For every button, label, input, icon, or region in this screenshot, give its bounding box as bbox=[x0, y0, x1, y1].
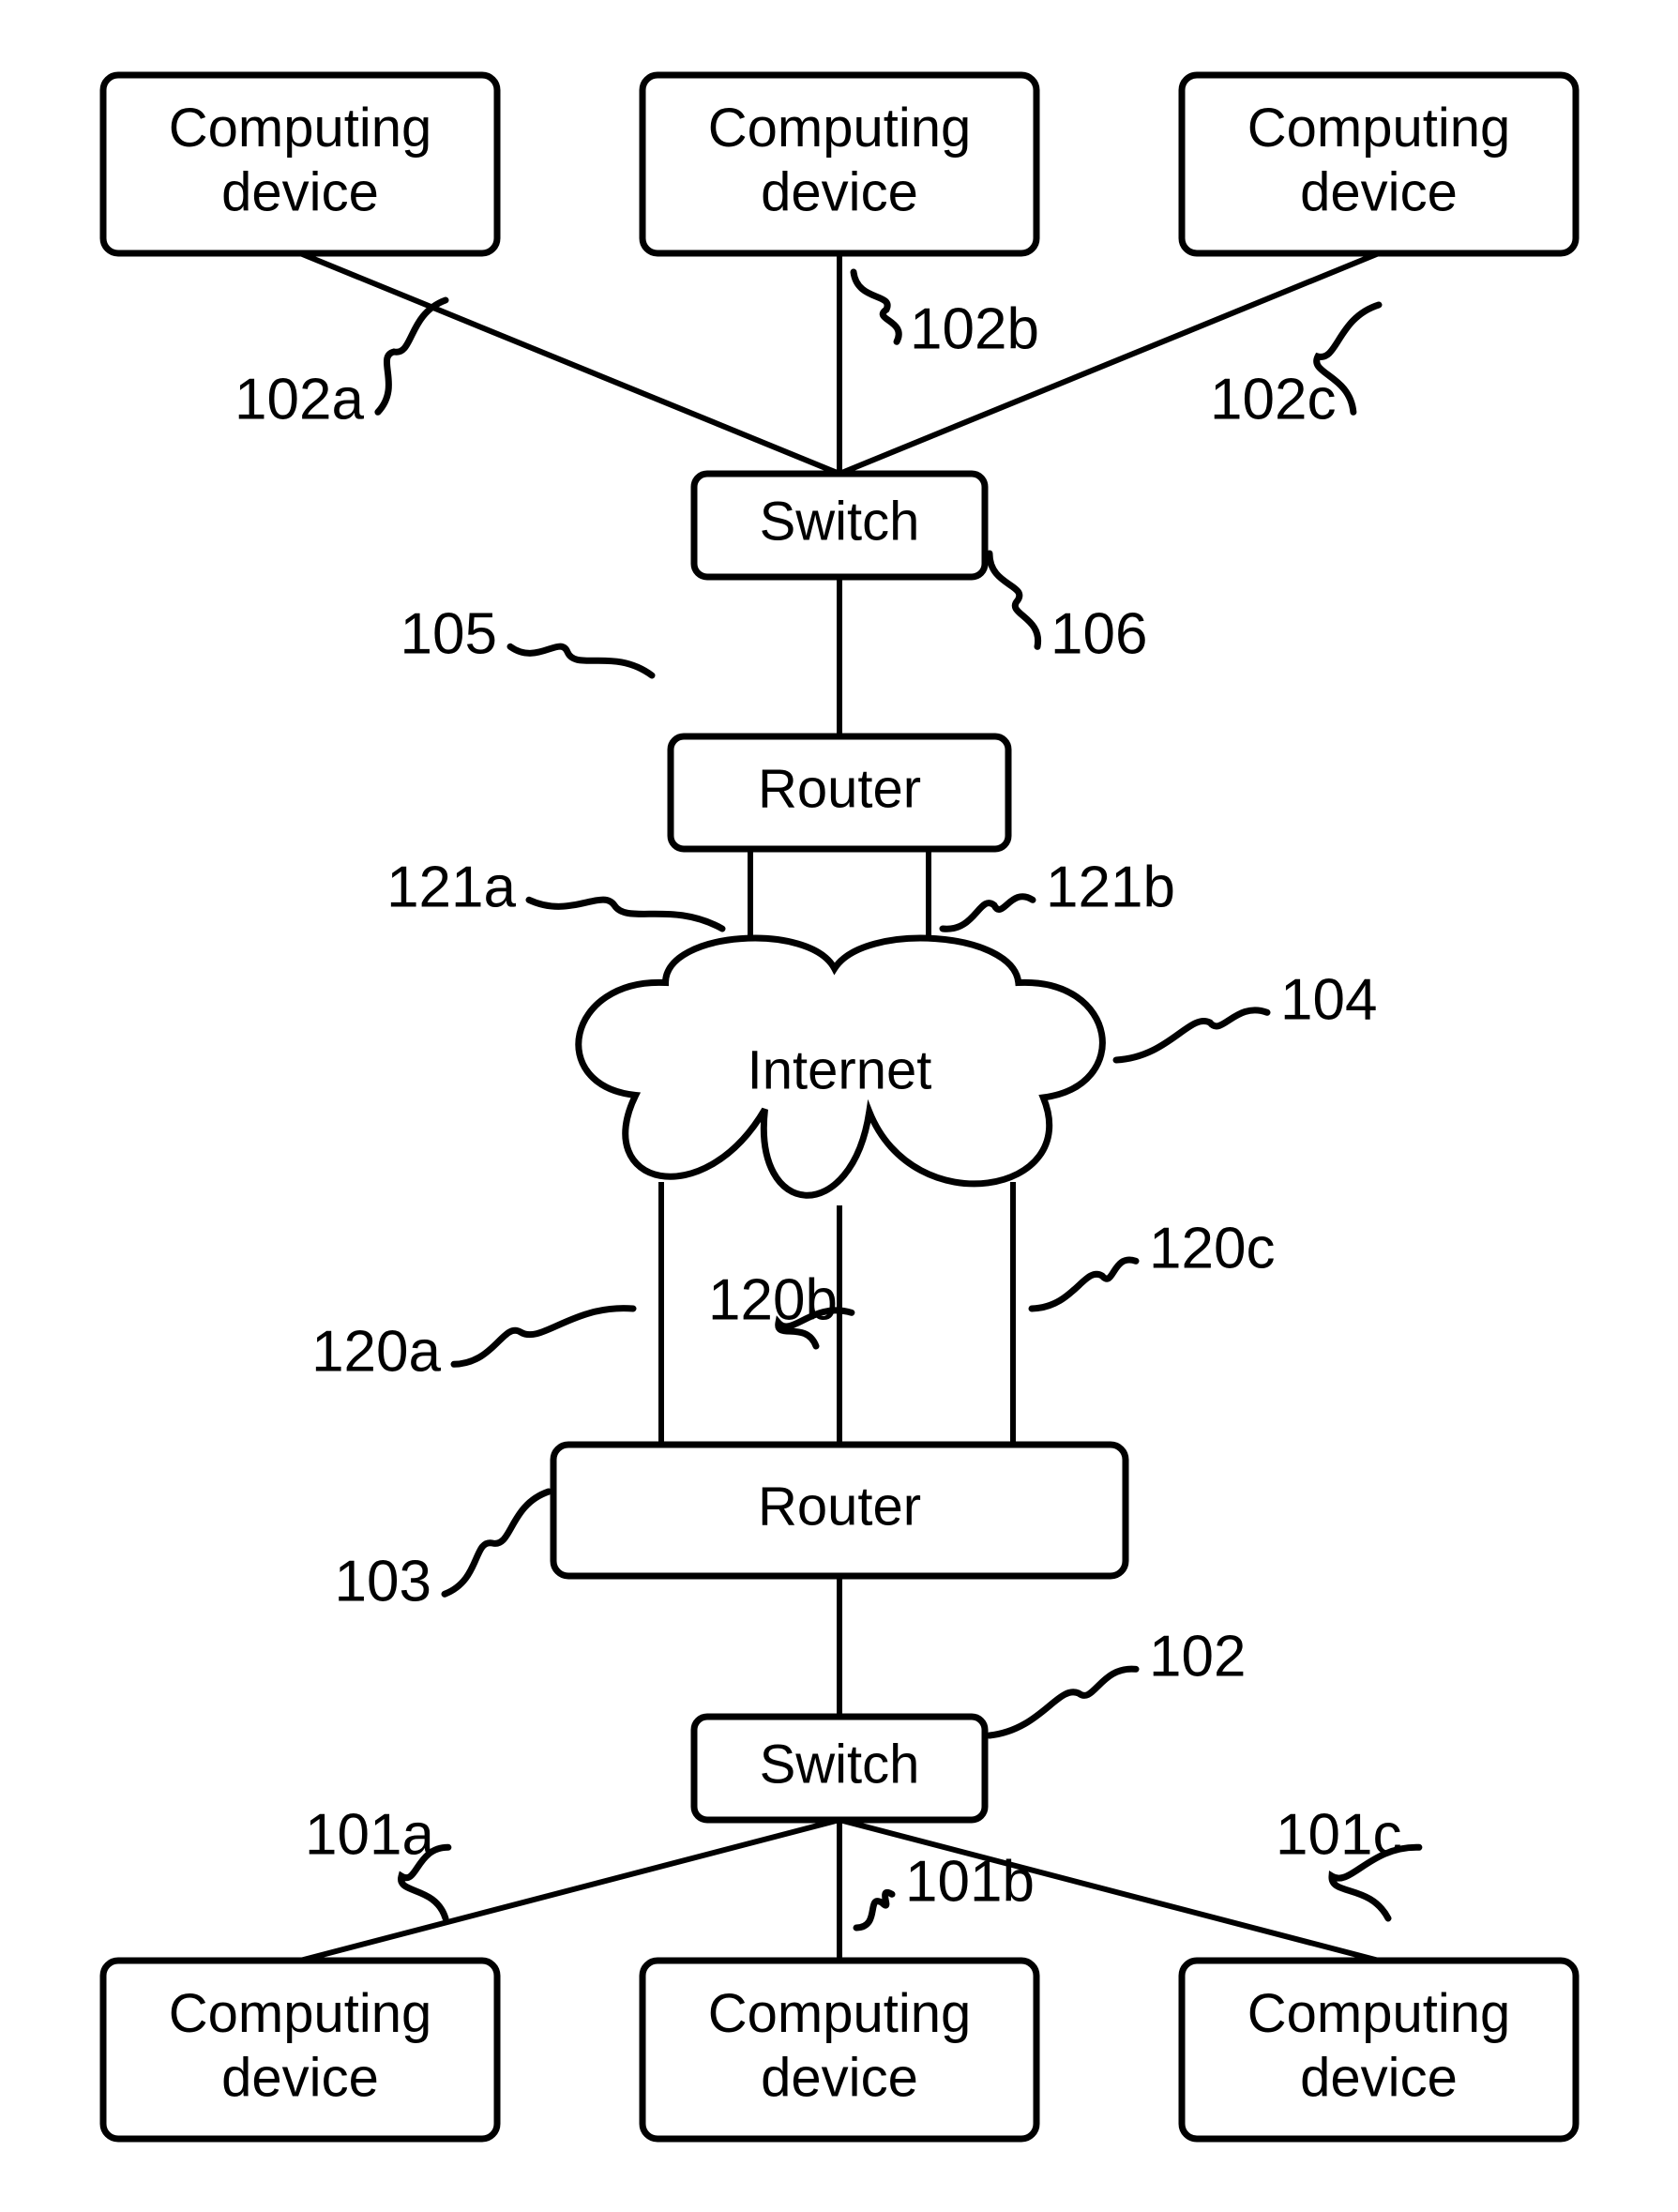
ref-label: 105 bbox=[401, 601, 497, 666]
leader-line bbox=[510, 646, 652, 675]
leader-line bbox=[529, 900, 722, 929]
network-diagram: ComputingdeviceComputingdeviceComputingd… bbox=[0, 0, 1678, 2212]
node-label: Computing bbox=[1247, 1983, 1510, 2044]
ref-label: 120c bbox=[1149, 1216, 1275, 1280]
node-internet: Internet bbox=[579, 938, 1103, 1195]
node-cd_top_c: Computingdevice bbox=[1182, 75, 1576, 253]
ref-label: 102a bbox=[234, 367, 364, 432]
leader-line bbox=[854, 272, 899, 341]
node-router_bot: Router bbox=[553, 1445, 1126, 1576]
edge bbox=[839, 253, 1379, 474]
leader-line bbox=[378, 300, 446, 412]
node-label: device bbox=[1300, 2048, 1458, 2109]
node-router_top: Router bbox=[671, 736, 1008, 849]
ref-label: 120a bbox=[311, 1319, 441, 1384]
node-label: Computing bbox=[169, 98, 431, 159]
leader-line bbox=[990, 1669, 1136, 1735]
ref-label: 120b bbox=[708, 1267, 838, 1332]
node-label: Router bbox=[758, 1476, 921, 1537]
node-label: Switch bbox=[760, 1734, 920, 1795]
ref-label: 102c bbox=[1210, 367, 1336, 432]
node-label: device bbox=[221, 2048, 379, 2109]
node-label: device bbox=[761, 162, 918, 223]
node-cd_bot_c: Computingdevice bbox=[1182, 1961, 1576, 2139]
node-cd_top_b: Computingdevice bbox=[642, 75, 1036, 253]
leader-line bbox=[943, 897, 1033, 930]
node-label: Computing bbox=[708, 1983, 971, 2044]
ref-label: 103 bbox=[335, 1549, 431, 1614]
leader-line bbox=[454, 1309, 633, 1365]
node-label: device bbox=[1300, 162, 1458, 223]
node-label: Computing bbox=[708, 98, 971, 159]
ref-label: 121a bbox=[386, 855, 516, 919]
ref-label: 106 bbox=[1051, 601, 1147, 666]
node-switch_bot: Switch bbox=[694, 1717, 985, 1820]
node-label: Internet bbox=[748, 1039, 932, 1100]
node-cd_bot_b: Computingdevice bbox=[642, 1961, 1036, 2139]
node-switch_top: Switch bbox=[694, 474, 985, 577]
node-cd_bot_a: Computingdevice bbox=[103, 1961, 497, 2139]
edge bbox=[300, 253, 839, 474]
ref-label: 102b bbox=[910, 296, 1039, 361]
leader-line bbox=[445, 1492, 549, 1594]
node-label: device bbox=[221, 162, 379, 223]
ref-label: 101b bbox=[905, 1849, 1035, 1914]
node-label: device bbox=[761, 2048, 918, 2109]
leader-line bbox=[990, 553, 1038, 646]
node-label: Computing bbox=[1247, 98, 1510, 159]
node-label: Switch bbox=[760, 491, 920, 552]
node-label: Router bbox=[758, 758, 921, 819]
leader-line bbox=[1032, 1260, 1136, 1309]
ref-label: 101a bbox=[305, 1802, 434, 1867]
ref-label: 102 bbox=[1149, 1624, 1246, 1689]
node-label: Computing bbox=[169, 1983, 431, 2044]
ref-label: 104 bbox=[1280, 967, 1377, 1032]
ref-label: 101c bbox=[1276, 1802, 1401, 1867]
node-cd_top_a: Computingdevice bbox=[103, 75, 497, 253]
leader-line bbox=[856, 1892, 892, 1928]
ref-label: 121b bbox=[1046, 855, 1175, 919]
leader-line bbox=[1116, 1010, 1267, 1060]
